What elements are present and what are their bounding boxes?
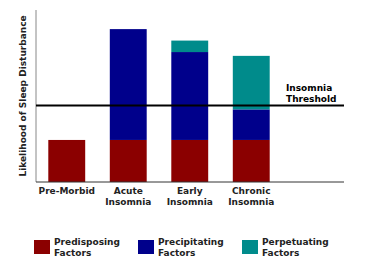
text-line: Factors xyxy=(158,248,195,258)
text-line: Threshold xyxy=(286,94,337,104)
y-axis-line xyxy=(36,10,37,182)
bar-segment xyxy=(171,52,208,140)
threshold-label: InsomniaThreshold xyxy=(286,83,337,104)
text-line: Insomnia xyxy=(167,197,213,207)
x-tick-label: AcuteInsomnia xyxy=(105,186,151,207)
bar-segment xyxy=(233,109,270,140)
legend-swatch xyxy=(242,240,258,254)
text-line: Factors xyxy=(54,248,91,258)
bar-segment xyxy=(48,139,85,140)
text-line: Insomnia xyxy=(228,197,274,207)
text-line: Insomnia xyxy=(105,197,151,207)
bar-segment xyxy=(233,56,270,110)
bar-segment xyxy=(171,41,208,52)
legend-label: PerpetuatingFactors xyxy=(262,237,329,258)
legend-swatch xyxy=(34,240,50,254)
x-axis-line xyxy=(36,182,344,183)
x-tick-label: Pre-Morbid xyxy=(39,186,95,196)
bar-segment xyxy=(48,139,85,140)
bar-segment xyxy=(48,140,85,182)
x-tick-label: EarlyInsomnia xyxy=(167,186,213,207)
text-line: Precipitating xyxy=(158,237,224,247)
legend-label: PredisposingFactors xyxy=(54,237,120,258)
bar-segment xyxy=(110,140,147,182)
threshold-line xyxy=(36,105,344,107)
text-line: Acute xyxy=(114,186,143,196)
text-line: Chronic xyxy=(232,186,270,196)
text-line: Insomnia xyxy=(286,83,332,93)
text-line: Predisposing xyxy=(54,237,120,247)
bar-segment xyxy=(233,140,270,182)
legend-label: PrecipitatingFactors xyxy=(158,237,224,258)
threshold-group xyxy=(36,105,344,106)
chart-container: Pre-MorbidAcuteInsomniaEarlyInsomniaChro… xyxy=(0,0,380,280)
y-axis-label: Likelihood of Sleep Disturbance xyxy=(18,15,28,176)
text-line: Factors xyxy=(262,248,299,258)
legend-swatch xyxy=(138,240,154,254)
x-tick-label: ChronicInsomnia xyxy=(228,186,274,207)
text-line: Pre-Morbid xyxy=(39,186,95,196)
bar-segment xyxy=(110,29,147,140)
chart: Pre-MorbidAcuteInsomniaEarlyInsomniaChro… xyxy=(0,0,380,280)
bar-segment xyxy=(110,29,147,30)
text-line: Early xyxy=(177,186,203,196)
text-line: Perpetuating xyxy=(262,237,329,247)
bar-segment xyxy=(171,140,208,182)
legend: PredisposingFactorsPrecipitatingFactorsP… xyxy=(34,237,329,258)
